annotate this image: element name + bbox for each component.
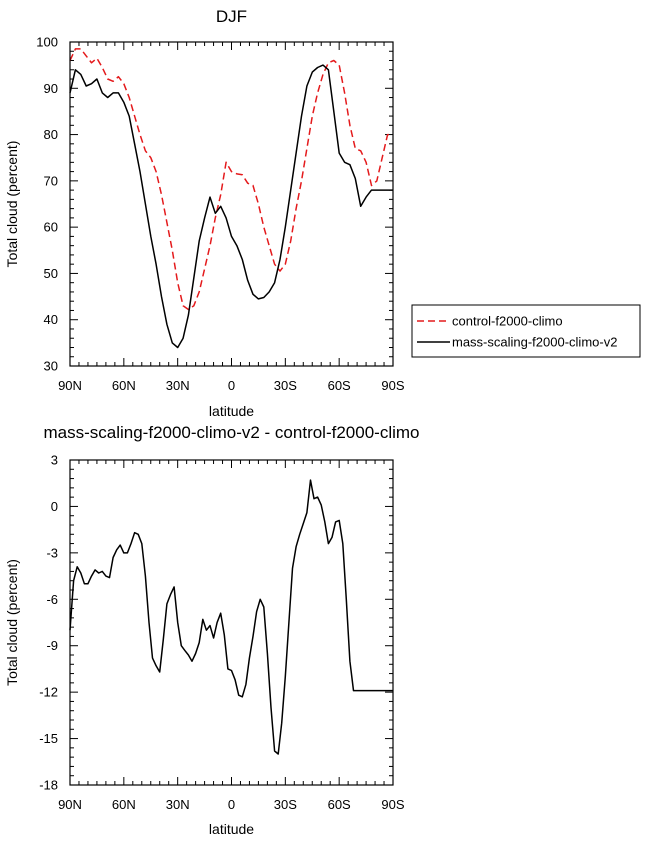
x-tick-label: 30S [274, 378, 297, 393]
legend-box [411, 304, 641, 358]
y-tick-label: -3 [46, 545, 58, 560]
y-tick-label: 3 [51, 453, 58, 468]
x-tick-label: 60N [112, 378, 136, 393]
y-tick-label: 60 [44, 220, 58, 235]
y-tick-label: -15 [39, 731, 58, 746]
x-axis-title: latitude [209, 821, 254, 837]
chart-title: mass-scaling-f2000-climo-v2 - control-f2… [43, 423, 419, 442]
legend-label-1: mass-scaling-f2000-climo-v2 [452, 335, 617, 350]
x-axis-title: latitude [209, 403, 254, 419]
x-tick-label: 30N [166, 797, 190, 812]
series-line-0 [69, 479, 393, 755]
y-tick-label: 40 [44, 312, 58, 327]
bottom-panel-difference: mass-scaling-f2000-climo-v2 - control-f2… [4, 423, 420, 837]
y-tick-label: 0 [51, 499, 58, 514]
x-tick-label: 60N [112, 797, 136, 812]
series-line-0 [69, 48, 393, 311]
y-tick-label: 50 [44, 266, 58, 281]
x-tick-label: 60S [328, 378, 351, 393]
x-tick-label: 60S [328, 797, 351, 812]
y-tick-label: 70 [44, 173, 58, 188]
y-tick-label: -18 [39, 778, 58, 793]
y-tick-label: 100 [36, 35, 58, 50]
plot-frame [69, 41, 394, 367]
y-tick-label: -6 [46, 592, 58, 607]
x-tick-label: 30S [274, 797, 297, 812]
series-line-1 [69, 64, 393, 349]
y-tick-label: 80 [44, 127, 58, 142]
x-tick-label: 0 [228, 378, 235, 393]
y-tick-label: 30 [44, 359, 58, 374]
x-tick-label: 0 [228, 797, 235, 812]
top-panel-djf: DJF 90N 60N 30N 0 30S 60S 90S 30 40 50 60 70 80 90 100 l… [4, 7, 641, 419]
chart-title: DJF [216, 7, 247, 26]
y-axis-title: Total cloud (percent) [4, 141, 20, 268]
x-tick-label: 90S [381, 797, 404, 812]
x-tick-label: 30N [166, 378, 190, 393]
y-axis-title: Total cloud (percent) [4, 559, 20, 686]
x-tick-label: 90N [58, 797, 82, 812]
y-tick-label: -9 [46, 638, 58, 653]
x-tick-label: 90S [381, 378, 404, 393]
plot-frame [69, 459, 394, 786]
legend-label-0: control-f2000-climo [452, 314, 563, 329]
y-tick-label: 90 [44, 81, 58, 96]
y-tick-label: -12 [39, 685, 58, 700]
x-tick-label: 90N [58, 378, 82, 393]
legend: control-f2000-climo mass-scaling-f2000-cl… [411, 304, 641, 358]
